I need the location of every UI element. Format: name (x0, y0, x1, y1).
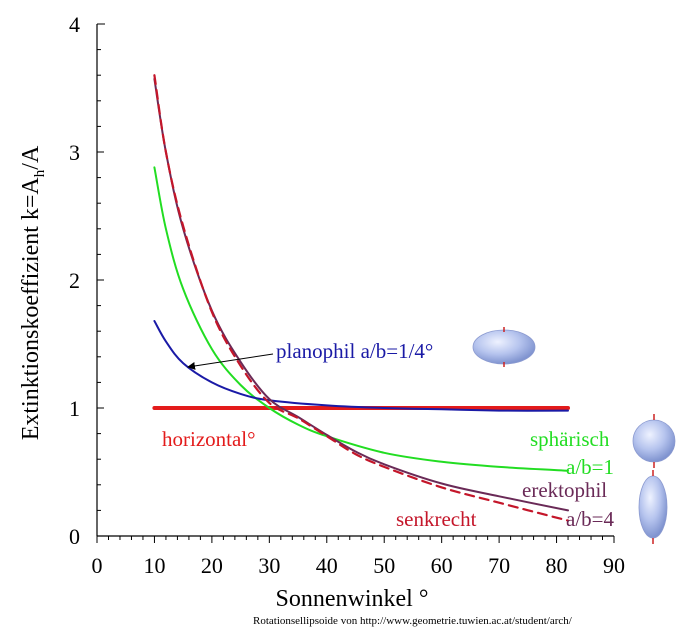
image-credit: Rotationsellipsoide von http://www.geome… (253, 615, 573, 627)
oblate-ellipsoid-icon (472, 327, 536, 367)
y-axis-title-subscript: h (32, 169, 48, 177)
label-erektophil-ratio: a/b=4 (566, 507, 614, 531)
label-erektophil: erektophil (522, 478, 607, 502)
y-tick-label: 0 (69, 524, 80, 549)
y-axis-title-tail: /A (18, 145, 44, 170)
x-tick-label: 80 (546, 553, 568, 578)
y-tick-label: 2 (69, 268, 80, 293)
x-ticks: 0 10 20 30 40 50 60 70 80 90 (92, 536, 625, 578)
y-tick-label: 4 (69, 12, 80, 37)
sphere-icon (632, 414, 676, 468)
y-axis-title: Extinktionskoeffizient k=Ah/A (18, 145, 48, 440)
label-senkrecht: senkrecht (396, 507, 477, 531)
planophil-arrow (187, 353, 274, 370)
series-line-sph-risch-a-b-1 (153, 166, 569, 472)
x-tick-label: 50 (373, 553, 395, 578)
x-tick-label: 40 (316, 553, 338, 578)
x-tick-label: 30 (258, 553, 280, 578)
label-spharisch: sphärisch (530, 427, 610, 451)
x-tick-label: 70 (488, 553, 510, 578)
label-planophil: planophil a/b=1/4° (276, 339, 433, 363)
x-tick-label: 90 (603, 553, 625, 578)
series-layer (152, 74, 570, 522)
x-tick-label: 10 (143, 553, 165, 578)
axes: 0 10 20 30 40 50 60 70 80 90 0 1 2 3 4 (69, 12, 625, 578)
y-tick-label: 3 (69, 140, 80, 165)
y-axis-title-main: Extinktionskoeffizient k=A (18, 177, 44, 441)
y-tick-label: 1 (69, 396, 80, 421)
x-tick-label: 0 (92, 553, 103, 578)
label-spharisch-ratio: a/b=1 (566, 455, 614, 479)
x-tick-label: 20 (201, 553, 223, 578)
x-axis-title: Sonnenwinkel ° (276, 586, 429, 612)
x-tick-label: 60 (431, 553, 453, 578)
y-ticks: 0 1 2 3 4 (69, 12, 104, 549)
prolate-ellipsoid-icon (638, 470, 668, 544)
label-horizontal: horizontal° (162, 427, 256, 451)
series-line-senkrecht (153, 74, 570, 522)
